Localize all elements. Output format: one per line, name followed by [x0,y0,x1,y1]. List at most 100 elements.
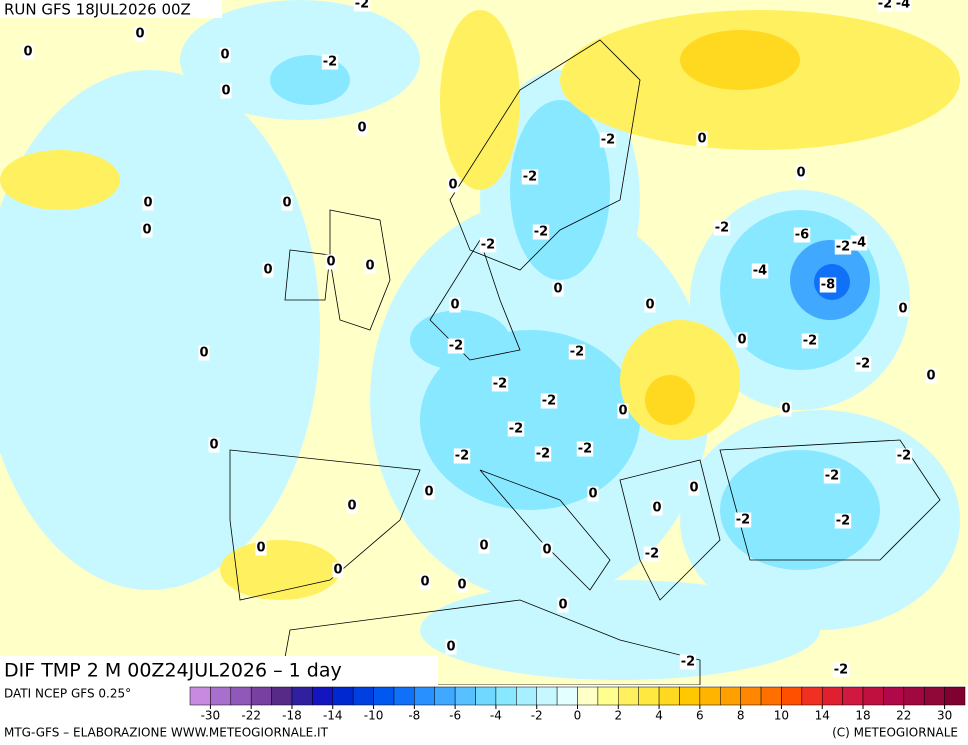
contour-label: 0 [689,481,698,496]
contour-label-bg [819,277,837,293]
colorbar-box [740,686,762,706]
contour-label: -2 [449,339,463,354]
contour-label: 0 [446,640,455,655]
colorbar-box [638,686,660,706]
colorbar-box [923,686,945,706]
contour-label: -2 [481,238,495,253]
colorbar-tick-label: 8 [737,709,745,723]
contour-label: 0 [737,333,746,348]
colorbar-box [720,686,741,706]
contour-label: 0 [553,282,562,297]
contour-label: 0 [23,45,32,60]
contour-label: 0 [220,48,229,63]
contour-label-bg [507,421,525,437]
colorbar-tick-label: -8 [408,709,420,723]
contour-label: 0 [457,578,466,593]
contour-label-bg [780,401,792,417]
contour-label: 0 [697,132,706,147]
contour-label-bg [713,220,731,236]
contour-label: -2 [455,449,469,464]
colorbar-box [842,686,864,706]
contour-label-bg [479,237,497,253]
colorbar-tick-label: -18 [282,709,302,723]
contour-label: 0 [781,402,790,417]
contour-label-bg [419,574,431,590]
contour-label: 0 [256,541,265,556]
colorbar-box [352,686,374,706]
colorbar-tick-label: 6 [696,709,704,723]
contour-label-bg [617,403,629,419]
contour-label-bg [534,446,552,462]
contour-label-bg [751,263,769,279]
contour-label-bg [325,254,337,270]
contour-label-bg [541,542,553,558]
contour-label: -2 [493,377,507,392]
contour-label-bg [453,448,471,464]
contour-label-bg [576,441,594,457]
contour-label: -2 [897,449,911,464]
contour-label-bg [834,239,852,255]
contour-label-bg [568,344,586,360]
contour-label: -2 [856,357,870,372]
contour-label-bg [141,222,153,238]
contour-label: -2 [825,469,839,484]
contour-label: -2 [534,225,548,240]
colorbar-box [658,686,680,706]
footer-left: MTG-GFS – ELABORAZIONE WWW.METEOGIORNALE… [4,726,329,740]
contour-label: 0 [282,196,291,211]
contour-label: -4 [896,0,910,12]
colorbar-tick-label: 18 [855,709,870,723]
contour-label-bg [734,512,752,528]
colorbar-box [536,686,558,706]
contour-label-bg [478,538,490,554]
contour-label: 0 [333,563,342,578]
contour-label: 0 [450,298,459,313]
colorbar-box [210,686,232,706]
colorbar-box [454,686,476,706]
colorbar-tick-label: 4 [655,709,663,723]
contour-label: -2 [715,221,729,236]
contour-label-bg [423,484,435,500]
contour-label: -2 [834,663,848,678]
contour-label-bg [532,224,550,240]
footer-right: (C) METEOGIORNALE [832,726,958,740]
colorbar-box [760,686,782,706]
source-label: DATI NCEP GFS 0.25° [4,687,131,701]
colorbar-box [597,686,619,706]
contour-label: -2 [836,514,850,529]
contour-label-bg [364,258,376,274]
contour-label-bg [134,26,146,42]
contour-label: 0 [542,543,551,558]
contour-label-bg [449,297,461,313]
colorbar-box [944,686,966,706]
contour-label-bg [876,0,894,12]
contour-label-bg [22,44,34,60]
contour-label-bg [321,54,339,70]
contour-label: -6 [795,228,809,243]
contour-label-bg [925,368,937,384]
run-label: RUN GFS 18JUL2026 00Z [4,1,191,19]
colorbar-box [903,686,925,706]
contour-label: 0 [143,196,152,211]
contour-label-bg [894,0,912,12]
map-title: DIF TMP 2 M 00Z24JUL2026 – 1 day [4,660,342,682]
contour-label: 0 [263,263,272,278]
colorbar-tick-label: -6 [449,709,461,723]
contour-label: -2 [536,447,550,462]
colorbar-box [312,686,334,706]
title-box [0,656,438,685]
contour-label-bg [356,120,368,136]
colorbar-tick-label: -2 [531,709,543,723]
contour-label-bg [262,262,274,278]
colorbar-tick-label: -10 [364,709,384,723]
contour-label-bg [557,597,569,613]
contour-label-bg [521,169,539,185]
colorbar-tick-label: -30 [201,709,221,723]
contour-label: -2 [542,394,556,409]
contour-label-bg [142,195,154,211]
colorbar-tick-label: 10 [774,709,789,723]
colorbar-box [883,686,905,706]
contour-label: 0 [645,298,654,313]
colorbar-box [556,686,578,706]
colorbar-box [516,686,537,706]
